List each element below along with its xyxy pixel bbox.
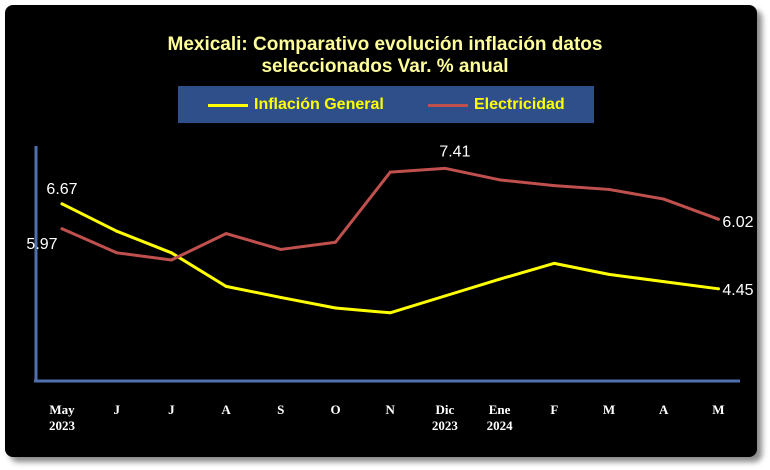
data-label-0: 6.67 — [46, 181, 77, 198]
x-tick-label-7: Dic — [436, 402, 455, 417]
legend-entry-electricidad: Electricidad — [428, 95, 565, 115]
legend-swatch-electricidad — [428, 103, 468, 107]
x-tick-label-7-year: 2023 — [432, 418, 459, 433]
chart-title: Mexicali: Comparativo evolución inflació… — [0, 34, 770, 78]
legend-label-electricidad: Electricidad — [474, 96, 565, 113]
series-1-point-1 — [115, 251, 119, 255]
x-tick-label-8: Ene — [489, 402, 511, 417]
chart-legend: Inflación General Electricidad — [178, 86, 594, 123]
series-1-point-12 — [716, 217, 720, 221]
series-0-point-5 — [334, 306, 337, 310]
series-layer — [60, 166, 720, 315]
series-0-point-4 — [279, 295, 283, 299]
data-label-4: 4.45 — [722, 282, 753, 299]
series-0-point-7 — [443, 294, 447, 298]
series-1-point-0 — [60, 227, 64, 231]
series-1-point-10 — [607, 187, 611, 191]
x-tick-label-1: J — [113, 402, 120, 417]
series-0-point-2 — [169, 251, 173, 255]
chart-title-line1: Mexicali: Comparativo evolución inflació… — [167, 34, 603, 55]
x-tick-label-0: May — [49, 402, 75, 417]
legend-entry-inflacion: Inflación General — [208, 95, 384, 115]
series-0-point-8 — [498, 277, 502, 281]
x-tick-label-10: M — [603, 402, 615, 417]
legend-label-inflacion: Inflación General — [254, 96, 384, 113]
legend-swatch-inflacion — [208, 103, 248, 107]
x-tick-label-6: N — [386, 402, 396, 417]
x-tick-label-5: O — [330, 402, 340, 417]
series-0-point-1 — [115, 229, 119, 233]
series-0-point-12 — [716, 287, 720, 291]
data-label-1: 5.97 — [26, 236, 57, 253]
x-tick-label-0-year: 2023 — [49, 418, 76, 433]
x-tick-label-3: A — [221, 402, 231, 417]
series-1-point-8 — [498, 178, 502, 182]
series-0-point-3 — [224, 284, 228, 288]
data-label-2: 7.41 — [439, 143, 470, 160]
series-0-point-10 — [607, 272, 611, 276]
series-1-point-5 — [334, 240, 337, 244]
series-1-point-3 — [224, 232, 228, 236]
series-1-point-9 — [552, 184, 556, 188]
data-label-3: 6.02 — [722, 214, 753, 231]
x-tick-label-11: A — [659, 402, 669, 417]
x-tick-label-12: M — [712, 402, 724, 417]
x-tick-label-8-year: 2024 — [487, 418, 514, 433]
series-1-point-6 — [388, 170, 392, 174]
series-1-point-2 — [169, 258, 173, 262]
series-0-point-11 — [662, 280, 666, 284]
series-0-point-9 — [552, 261, 556, 265]
series-1-point-4 — [279, 247, 283, 251]
series-1-point-11 — [662, 197, 666, 201]
chart-axes — [34, 146, 740, 383]
series-0-point-6 — [388, 311, 392, 315]
x-tick-label-4: S — [277, 402, 284, 417]
data-labels-layer: 6.67 5.97 7.41 6.02 4.45 — [26, 143, 753, 298]
chart-title-line2: seleccionados Var. % anual — [261, 56, 509, 77]
series-line-1 — [60, 166, 720, 262]
x-tick-label-9: F — [550, 402, 558, 417]
series-1-point-7 — [443, 166, 447, 170]
series-0-point-0 — [60, 202, 64, 206]
x-tick-label-2: J — [168, 402, 175, 417]
